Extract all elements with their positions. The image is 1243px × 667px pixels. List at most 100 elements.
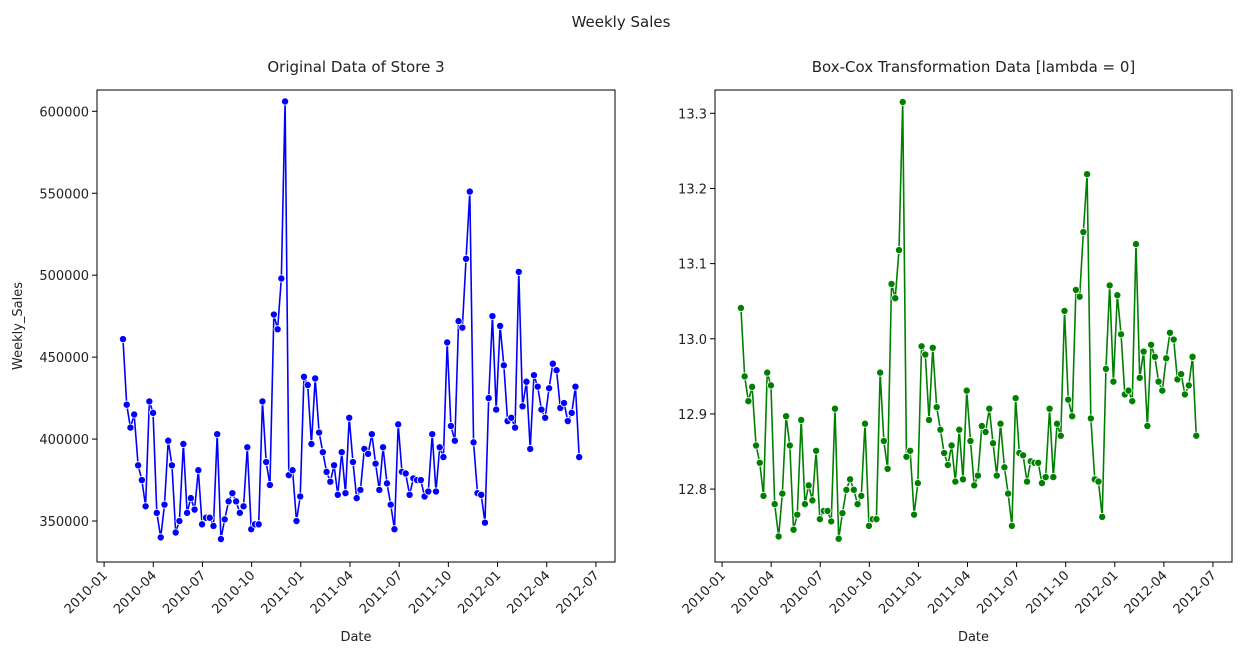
data-point bbox=[130, 410, 139, 419]
y-tick-label: 13.1 bbox=[678, 258, 707, 273]
data-point bbox=[804, 481, 813, 490]
data-point bbox=[812, 446, 821, 455]
data-point bbox=[830, 404, 839, 413]
axes-frame bbox=[714, 89, 1233, 563]
data-point bbox=[364, 449, 373, 458]
data-point bbox=[748, 382, 757, 391]
data-point bbox=[511, 423, 520, 432]
data-point bbox=[1094, 477, 1103, 486]
data-point bbox=[970, 481, 979, 490]
data-point bbox=[496, 321, 505, 330]
data-point bbox=[1037, 479, 1046, 488]
x-tick-label: 2012-04 bbox=[505, 568, 554, 617]
x-tick-label: 2010-10 bbox=[827, 568, 876, 617]
data-point bbox=[752, 441, 761, 450]
data-point bbox=[450, 436, 459, 445]
data-point bbox=[239, 502, 248, 511]
figure-title: Weekly Sales bbox=[572, 13, 671, 31]
data-point bbox=[137, 476, 146, 485]
data-point bbox=[981, 427, 990, 436]
data-point bbox=[921, 350, 930, 359]
data-point bbox=[1041, 473, 1050, 482]
data-point bbox=[842, 485, 851, 494]
data-point bbox=[548, 359, 557, 368]
data-point bbox=[265, 480, 274, 489]
data-point bbox=[367, 430, 376, 439]
data-point bbox=[292, 517, 301, 526]
data-point bbox=[898, 98, 907, 107]
x-tick-label: 2010-10 bbox=[209, 568, 258, 617]
data-point bbox=[258, 397, 267, 406]
data-point bbox=[823, 506, 832, 515]
data-point bbox=[1045, 404, 1054, 413]
data-point bbox=[966, 436, 975, 445]
data-point bbox=[462, 254, 471, 263]
data-point bbox=[529, 371, 538, 380]
data-point bbox=[465, 187, 474, 196]
data-point bbox=[1192, 431, 1201, 440]
data-point bbox=[141, 502, 150, 511]
data-point bbox=[262, 458, 271, 467]
data-point bbox=[545, 384, 554, 393]
data-point bbox=[789, 525, 798, 534]
data-point bbox=[1177, 370, 1186, 379]
data-point bbox=[800, 500, 809, 509]
data-point bbox=[209, 521, 218, 530]
x-tick-label: 2010-04 bbox=[729, 568, 778, 617]
data-point bbox=[1124, 386, 1133, 395]
data-point bbox=[1098, 512, 1107, 521]
data-point bbox=[797, 415, 806, 424]
data-point bbox=[1079, 228, 1088, 237]
data-point bbox=[827, 517, 836, 526]
data-point bbox=[928, 343, 937, 352]
x-tick-label: 2011-04 bbox=[925, 568, 974, 617]
data-point bbox=[537, 405, 546, 414]
data-point bbox=[183, 508, 192, 517]
axes-title: Original Data of Store 3 bbox=[267, 58, 444, 76]
x-tick-label: 2010-07 bbox=[778, 568, 827, 617]
data-point bbox=[879, 436, 888, 445]
data-point bbox=[526, 444, 535, 453]
data-point bbox=[375, 485, 384, 494]
data-point bbox=[1165, 328, 1174, 337]
data-point bbox=[179, 439, 188, 448]
x-tick-label: 2011-10 bbox=[1023, 568, 1072, 617]
data-point bbox=[533, 382, 542, 391]
data-point bbox=[1023, 477, 1032, 486]
data-point bbox=[815, 515, 824, 524]
data-point bbox=[785, 441, 794, 450]
data-point bbox=[164, 436, 173, 445]
data-point bbox=[947, 441, 956, 450]
x-tick-label: 2011-01 bbox=[259, 568, 308, 617]
data-point bbox=[894, 246, 903, 255]
data-point bbox=[793, 510, 802, 519]
data-point bbox=[522, 377, 531, 386]
data-point bbox=[891, 294, 900, 303]
data-point bbox=[849, 485, 858, 494]
data-point bbox=[126, 423, 135, 432]
data-point bbox=[213, 430, 222, 439]
y-tick-label: 450000 bbox=[39, 351, 89, 366]
data-point bbox=[333, 490, 342, 499]
y-tick-label: 350000 bbox=[39, 515, 89, 530]
data-point bbox=[1154, 377, 1163, 386]
data-point bbox=[1053, 419, 1062, 428]
x-tick-label: 2011-10 bbox=[406, 568, 455, 617]
data-point bbox=[902, 452, 911, 461]
data-point bbox=[416, 476, 425, 485]
data-point bbox=[1139, 347, 1148, 356]
data-point bbox=[156, 533, 165, 542]
data-point bbox=[1162, 354, 1171, 363]
data-point bbox=[834, 534, 843, 543]
data-point bbox=[303, 380, 312, 389]
data-point bbox=[152, 508, 161, 517]
data-point bbox=[428, 430, 437, 439]
data-point bbox=[281, 97, 290, 106]
data-point bbox=[560, 399, 569, 408]
data-point bbox=[171, 528, 180, 537]
data-point bbox=[906, 446, 915, 455]
data-point bbox=[220, 515, 229, 524]
data-point bbox=[846, 475, 855, 484]
data-point bbox=[917, 342, 926, 351]
data-point bbox=[382, 479, 391, 488]
